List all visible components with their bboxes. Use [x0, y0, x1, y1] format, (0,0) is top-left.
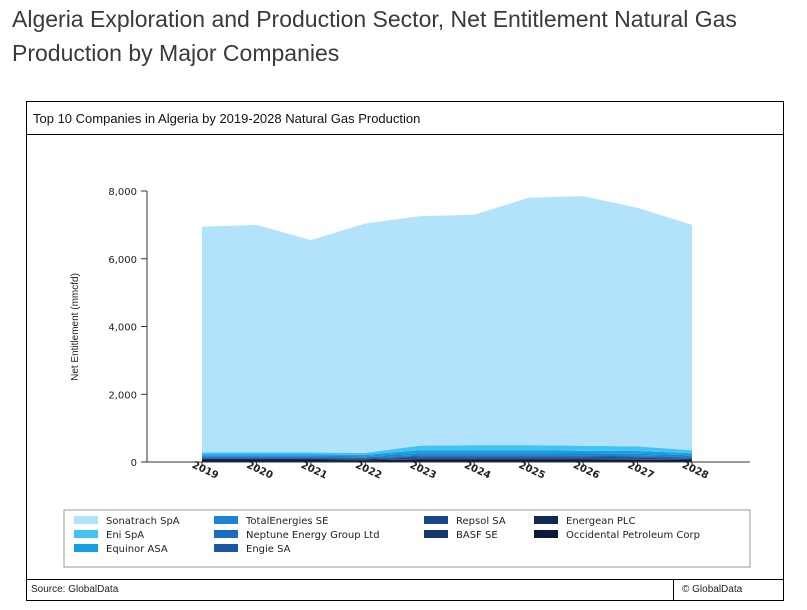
source-note: Source: GlobalData: [31, 584, 119, 595]
y-tick-label: 2,000: [108, 390, 137, 401]
area-energean-plc: [202, 459, 692, 461]
area-engie-sa: [202, 456, 692, 459]
y-tick-label: 8,000: [108, 187, 137, 198]
legend-swatch: [214, 530, 238, 538]
x-tick-label: 2020: [245, 460, 275, 482]
panel-footer: Source: GlobalData © GlobalData: [27, 579, 783, 600]
legend-swatch: [534, 516, 558, 524]
area-basf-se: [202, 458, 692, 460]
legend-label: Neptune Energy Group Ltd: [246, 530, 380, 541]
legend-swatch: [74, 544, 98, 552]
x-tick-label: 2028: [680, 460, 710, 482]
x-tick-label: 2022: [353, 460, 383, 482]
y-axis-title: Net Entitlement (mmcfd): [70, 273, 81, 381]
legend-swatch: [214, 544, 238, 552]
x-tick-label: 2021: [299, 460, 329, 482]
area-totalenergies-se: [202, 453, 692, 458]
legend-label: Repsol SA: [456, 516, 506, 527]
legend-swatch: [74, 530, 98, 538]
area-layers: [202, 196, 692, 462]
chart-panel: Top 10 Companies in Algeria by 2019-2028…: [26, 101, 784, 601]
legend-label: Equinor ASA: [106, 544, 168, 555]
legend-swatch: [74, 516, 98, 524]
panel-title: Top 10 Companies in Algeria by 2019-2028…: [27, 102, 783, 135]
legend-label: Energean PLC: [566, 516, 635, 527]
x-tick-label: 2027: [626, 460, 656, 482]
legend-swatch: [424, 516, 448, 524]
x-tick-label: 2025: [517, 460, 547, 482]
legend-label: BASF SE: [456, 530, 498, 541]
area-repsol-sa: [202, 457, 692, 460]
legend-swatch: [534, 530, 558, 538]
area-occidental-petroleum-corp: [202, 459, 692, 462]
area-eni-spa: [202, 445, 692, 455]
legend-label: Sonatrach SpA: [106, 516, 180, 527]
y-tick-label: 4,000: [108, 323, 137, 334]
legend-label: Eni SpA: [106, 530, 144, 541]
legend-label: Engie SA: [246, 544, 291, 555]
page-title: Algeria Exploration and Production Secto…: [12, 6, 737, 66]
area-equinor-asa: [202, 450, 692, 457]
y-tick-label: 6,000: [108, 255, 137, 266]
legend-swatch: [214, 516, 238, 524]
legend-label: Occidental Petroleum Corp: [566, 530, 700, 541]
x-tick-label: 2019: [190, 460, 220, 482]
legend-label: TotalEnergies SE: [245, 516, 328, 527]
legend-box: [63, 509, 751, 568]
copyright-note: © GlobalData: [673, 580, 783, 600]
area-neptune-energy-group-ltd: [202, 455, 692, 458]
area-sonatrach-spa: [202, 196, 692, 453]
x-tick-label: 2023: [408, 460, 438, 482]
y-tick-label: 0: [131, 458, 137, 469]
legend-swatch: [424, 530, 448, 538]
chart-legend: Sonatrach SpA TotalEnergies SE Repsol SA En…: [63, 509, 751, 568]
x-tick-label: 2026: [571, 460, 601, 482]
x-tick-label: 2024: [462, 460, 492, 482]
